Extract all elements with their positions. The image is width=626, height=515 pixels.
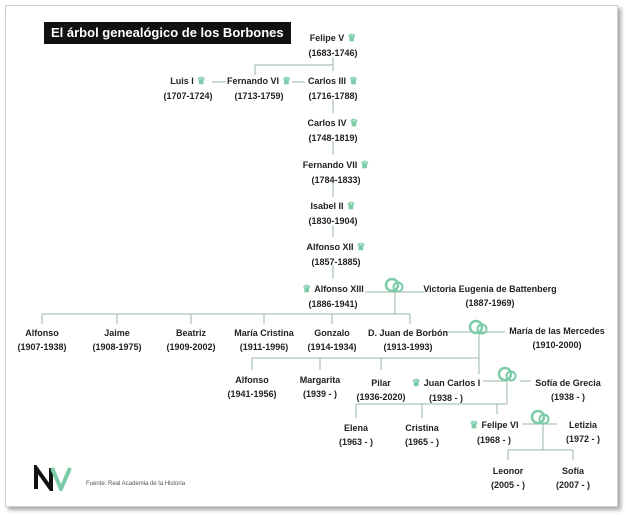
person-gonzalo: Gonzalo (1914-1934) [307, 328, 357, 352]
crown-icon: ♛ [349, 118, 359, 129]
person-alfonso-xiii: ♛ Alfonso XIII (1886-1941) [302, 284, 364, 309]
source-credit: Fuente: Real Academia de la Historia [86, 481, 186, 487]
person-alfonso-2: Alfonso (1941-1956) [227, 375, 277, 399]
person-jaime: Jaime (1908-1975) [92, 328, 142, 352]
person-fernando-vii: Fernando VII ♛ (1784-1833) [302, 160, 370, 185]
person-fernando-vi: Fernando VI ♛ (1713-1759) [227, 76, 291, 101]
crown-icon: ♛ [349, 76, 358, 87]
crown-icon: ♛ [282, 76, 291, 87]
person-leonor: Leonor (2005 - ) [490, 466, 526, 490]
rings-icon [530, 409, 550, 425]
person-victoria-eugenia: Victoria Eugenia de Battenberg (1887-196… [423, 284, 557, 308]
person-elena: Elena (1963 - ) [338, 423, 374, 447]
crown-icon: ♛ [196, 76, 206, 87]
person-luis-i: Luis I ♛ (1707-1724) [163, 76, 213, 101]
person-beatriz: Beatriz (1909-2002) [166, 328, 216, 352]
rings-icon [468, 319, 488, 335]
person-carlos-iii: Carlos III ♛ (1716-1788) [308, 76, 358, 101]
person-carlos-iv: Carlos IV ♛ (1748-1819) [307, 118, 359, 143]
person-felipe-vi: ♛ Felipe VI (1968 - ) [469, 420, 519, 445]
person-juan-de-borbon: D. Juan de Borbón (1913-1993) [367, 328, 449, 352]
crown-icon: ♛ [356, 242, 366, 253]
nv-logo [34, 465, 72, 491]
person-margarita: Margarita (1939 - ) [299, 375, 341, 399]
person-maria-de-las-mercedes: María de las Mercedes (1910-2000) [509, 326, 605, 350]
person-maria-cristina: María Cristina (1911-1996) [234, 328, 294, 352]
crown-icon: ♛ [346, 201, 356, 212]
person-pilar: Pilar (1936-2020) [356, 378, 406, 402]
person-juan-carlos-i: ♛ Juan Carlos I (1938 - ) [411, 378, 481, 403]
person-alfonso: Alfonso (1907-1938) [17, 328, 67, 352]
crown-icon: ♛ [411, 378, 421, 389]
crown-icon: ♛ [469, 420, 479, 431]
crown-icon: ♛ [347, 33, 357, 44]
rings-icon [384, 277, 404, 293]
person-sofia-de-grecia: Sofía de Grecia (1938 - ) [535, 378, 601, 402]
person-letizia: Letizia (1972 - ) [565, 420, 601, 444]
person-felipe-v: Felipe V ♛ (1683-1746) [308, 33, 358, 58]
person-cristina: Cristina (1965 - ) [404, 423, 440, 447]
diagram-title: El árbol genealógico de los Borbones [44, 22, 291, 44]
person-alfonso-xii: Alfonso XII ♛ (1857-1885) [306, 242, 366, 267]
person-isabel-ii: Isabel II ♛ (1830-1904) [308, 201, 358, 226]
diagram-frame [5, 5, 618, 507]
crown-icon: ♛ [360, 160, 370, 171]
person-sofia: Sofía (2007 - ) [555, 466, 591, 490]
rings-icon [497, 366, 517, 382]
crown-icon: ♛ [302, 284, 312, 295]
